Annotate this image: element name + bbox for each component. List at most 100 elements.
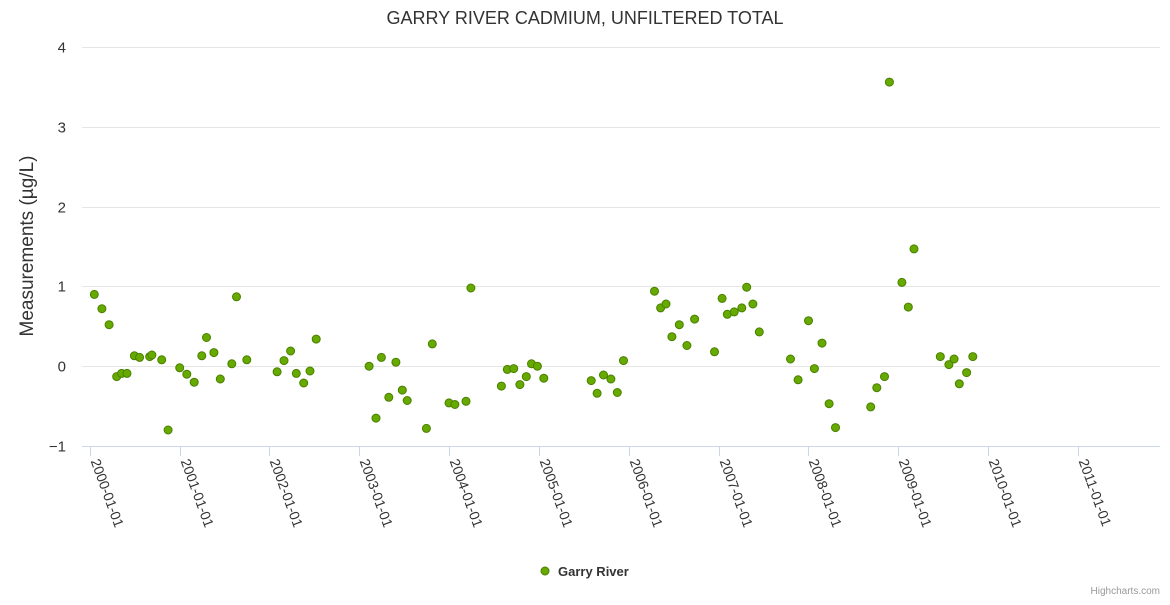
data-point[interactable]	[944, 360, 954, 370]
data-point[interactable]	[421, 423, 431, 433]
data-point[interactable]	[299, 378, 309, 388]
data-point[interactable]	[866, 402, 876, 412]
data-point[interactable]	[461, 396, 471, 406]
data-point[interactable]	[606, 374, 616, 384]
data-point[interactable]	[817, 338, 827, 348]
data-point[interactable]	[466, 283, 476, 293]
data-point[interactable]	[710, 347, 719, 357]
data-point[interactable]	[824, 399, 834, 409]
data-point[interactable]	[592, 388, 602, 398]
data-point[interactable]	[650, 286, 659, 296]
data-point[interactable]	[104, 320, 114, 330]
grid-lines	[82, 47, 1160, 447]
data-point[interactable]	[209, 348, 219, 358]
y-axis-label: Measurements (µg/L)	[17, 156, 38, 337]
data-point[interactable]	[897, 277, 907, 287]
data-point[interactable]	[242, 355, 252, 365]
data-point[interactable]	[376, 352, 386, 362]
data-point[interactable]	[880, 372, 889, 382]
y-tick-label: 0	[58, 359, 66, 376]
data-point[interactable]	[539, 373, 549, 383]
data-point[interactable]	[619, 356, 628, 366]
data-point[interactable]	[202, 333, 211, 342]
data-point[interactable]	[532, 361, 542, 371]
data-point[interactable]	[754, 327, 764, 337]
data-point[interactable]	[793, 375, 803, 385]
data-point[interactable]	[521, 372, 531, 382]
data-point[interactable]	[515, 380, 525, 390]
data-point[interactable]	[748, 299, 758, 309]
data-point[interactable]	[305, 366, 315, 376]
data-point[interactable]	[667, 332, 677, 342]
data-point[interactable]	[402, 396, 412, 405]
data-point[interactable]	[97, 304, 107, 314]
data-point[interactable]	[157, 355, 167, 365]
data-point[interactable]	[661, 299, 671, 309]
y-tick-label: 4	[58, 40, 66, 57]
data-point[interactable]	[496, 381, 506, 391]
data-point[interactable]	[391, 357, 401, 367]
data-point[interactable]	[397, 385, 407, 395]
data-point[interactable]	[682, 341, 692, 350]
data-point[interactable]	[717, 293, 727, 303]
data-point[interactable]	[737, 303, 747, 313]
data-point[interactable]	[272, 367, 282, 377]
data-point[interactable]	[364, 361, 374, 371]
data-point[interactable]	[586, 376, 596, 386]
data-point[interactable]	[163, 425, 173, 435]
data-point[interactable]	[954, 379, 964, 389]
data-point[interactable]	[742, 282, 752, 292]
x-tick-label: 2001-01-01	[178, 457, 218, 530]
legend-item-label[interactable]: Garry River	[558, 564, 629, 579]
data-point[interactable]	[884, 77, 894, 87]
x-tick-label: 2011-01-01	[1076, 457, 1115, 529]
x-tick-label: 2006-01-01	[627, 457, 667, 530]
data-point[interactable]	[729, 307, 739, 317]
data-point[interactable]	[968, 352, 978, 362]
data-point[interactable]	[949, 354, 959, 364]
data-point[interactable]	[909, 244, 919, 254]
chart-title: GARRY RIVER CADMIUM, UNFILTERED TOTAL	[386, 8, 783, 28]
axes: −1 0 1 2 3 4 2000-01-01 2001-01-01 2002-01-01 200…	[49, 40, 1160, 530]
data-point[interactable]	[175, 363, 185, 373]
data-point[interactable]	[279, 356, 289, 366]
data-point[interactable]	[690, 314, 700, 324]
legend[interactable]: Garry River	[540, 564, 629, 579]
y-tick-label: 1	[58, 279, 66, 296]
data-point[interactable]	[872, 383, 882, 393]
data-point[interactable]	[674, 320, 684, 330]
data-point[interactable]	[509, 364, 519, 374]
data-point[interactable]	[962, 368, 972, 378]
data-point[interactable]	[291, 368, 301, 378]
data-point[interactable]	[197, 351, 207, 361]
data-point[interactable]	[809, 364, 819, 374]
data-point[interactable]	[215, 374, 225, 384]
data-point[interactable]	[227, 359, 237, 369]
data-point[interactable]	[599, 370, 608, 380]
y-tick-label: 2	[58, 200, 66, 217]
data-point[interactable]	[935, 352, 945, 362]
data-point[interactable]	[122, 368, 132, 378]
credits-link[interactable]: Highcharts.com	[1091, 586, 1160, 597]
data-point[interactable]	[371, 413, 381, 423]
data-point[interactable]	[786, 354, 795, 364]
data-point[interactable]	[89, 289, 99, 299]
data-point[interactable]	[135, 352, 145, 362]
data-point[interactable]	[311, 334, 321, 344]
data-point[interactable]	[450, 400, 460, 409]
data-point[interactable]	[147, 350, 157, 360]
data-point[interactable]	[427, 339, 437, 349]
x-tick-label: 2002-01-01	[267, 457, 307, 530]
data-point[interactable]	[232, 292, 241, 302]
data-point[interactable]	[286, 346, 296, 356]
data-point[interactable]	[831, 423, 840, 433]
data-point[interactable]	[612, 388, 622, 397]
data-point[interactable]	[189, 377, 199, 387]
data-point[interactable]	[384, 392, 394, 402]
x-tick-label: 2004-01-01	[447, 457, 487, 530]
data-point[interactable]	[804, 316, 813, 326]
data-point[interactable]	[903, 302, 913, 312]
data-point[interactable]	[182, 369, 192, 379]
